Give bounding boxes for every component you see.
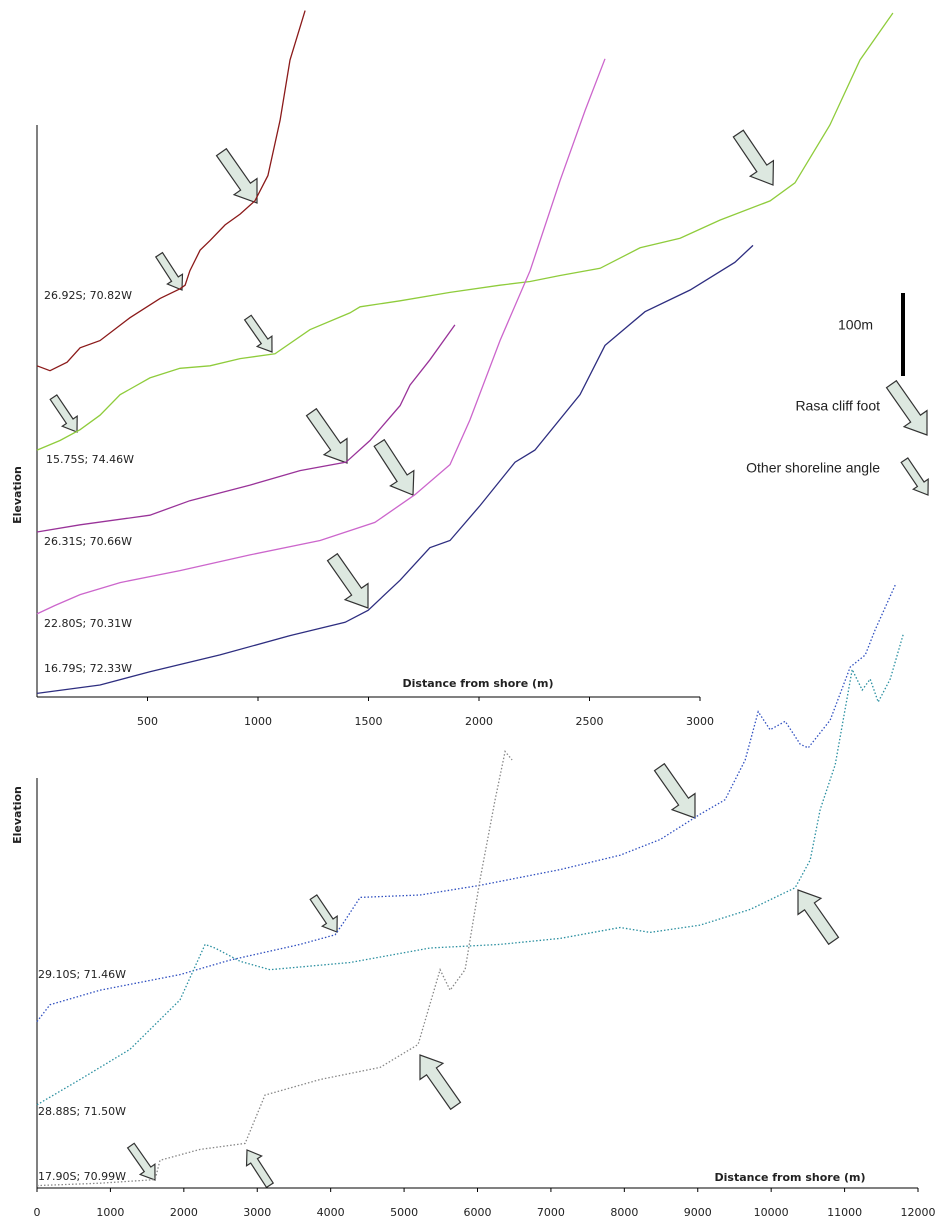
series-label: 29.10S; 71.46W bbox=[38, 968, 126, 981]
scale-label: 100m bbox=[838, 317, 873, 333]
y-axis-title: Elevation bbox=[11, 786, 24, 844]
x-tick-label: 3000 bbox=[243, 1206, 271, 1219]
x-tick-label: 2500 bbox=[576, 715, 604, 728]
x-tick-label: 12000 bbox=[901, 1206, 936, 1219]
x-tick-label: 10000 bbox=[754, 1206, 789, 1219]
x-axis-title: Distance from shore (m) bbox=[715, 1171, 866, 1184]
legend-label: Rasa cliff foot bbox=[795, 398, 880, 414]
x-tick-label: 1000 bbox=[96, 1206, 124, 1219]
profile-line bbox=[36, 584, 896, 1022]
x-tick-label: 0 bbox=[34, 1206, 41, 1219]
y-axis-title: Elevation bbox=[11, 466, 24, 524]
series-label: 16.79S; 72.33W bbox=[44, 662, 132, 675]
x-axis-title: Distance from shore (m) bbox=[403, 677, 554, 690]
x-tick-label: 4000 bbox=[317, 1206, 345, 1219]
x-tick-label: 7000 bbox=[537, 1206, 565, 1219]
series-label: 17.90S; 70.99W bbox=[38, 1170, 126, 1183]
profile-line bbox=[36, 12, 894, 451]
profile-line bbox=[36, 58, 606, 615]
profile-line bbox=[36, 244, 754, 695]
x-tick-label: 9000 bbox=[684, 1206, 712, 1219]
series-label: 15.75S; 74.46W bbox=[46, 453, 134, 466]
series-label: 28.88S; 71.50W bbox=[38, 1105, 126, 1118]
series-label: 26.92S; 70.82W bbox=[44, 289, 132, 302]
x-tick-label: 11000 bbox=[827, 1206, 862, 1219]
x-tick-label: 6000 bbox=[464, 1206, 492, 1219]
profile-line bbox=[36, 324, 456, 533]
profile-line bbox=[36, 10, 306, 372]
legend-label: Other shoreline angle bbox=[746, 460, 880, 476]
x-tick-label: 1500 bbox=[355, 715, 383, 728]
x-tick-label: 5000 bbox=[390, 1206, 418, 1219]
x-tick-label: 2000 bbox=[170, 1206, 198, 1219]
series-label: 22.80S; 70.31W bbox=[44, 617, 132, 630]
profile-line bbox=[36, 634, 904, 1106]
x-tick-label: 8000 bbox=[610, 1206, 638, 1219]
series-label: 26.31S; 70.66W bbox=[44, 535, 132, 548]
x-tick-label: 3000 bbox=[686, 715, 714, 728]
profile-line bbox=[36, 750, 513, 1187]
x-tick-label: 500 bbox=[137, 715, 158, 728]
x-tick-label: 2000 bbox=[465, 715, 493, 728]
arrows bbox=[45, 125, 936, 1191]
x-tick-label: 1000 bbox=[244, 715, 272, 728]
